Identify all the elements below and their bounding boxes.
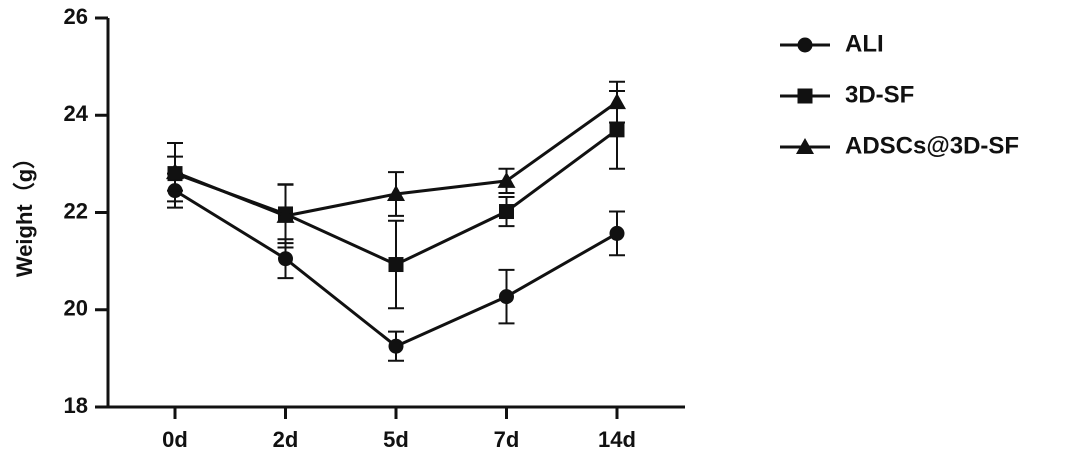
data-point <box>608 93 626 110</box>
data-point <box>388 338 404 354</box>
data-point <box>278 251 293 267</box>
data-point <box>388 257 404 273</box>
legend-marker <box>797 37 813 53</box>
data-point <box>609 225 625 241</box>
y-tick-label: 20 <box>64 296 88 321</box>
y-tick-label: 22 <box>64 198 88 223</box>
legend-label: ADSCs@3D-SF <box>845 132 1019 159</box>
x-tick-label: 2d <box>273 427 299 452</box>
x-tick-label: 0d <box>162 427 188 452</box>
y-tick-label: 26 <box>64 4 88 29</box>
data-point <box>609 122 625 138</box>
y-tick-label: 24 <box>64 101 89 126</box>
data-point <box>276 206 295 223</box>
legend-marker <box>797 88 813 104</box>
data-point <box>166 163 184 180</box>
x-tick-label: 7d <box>494 427 520 452</box>
legend-label: ALI <box>845 30 884 57</box>
data-point <box>387 185 405 202</box>
x-tick-label: 14d <box>598 427 636 452</box>
y-axis-label: Weight（g） <box>12 147 37 277</box>
data-point <box>499 204 514 220</box>
legend-marker <box>796 138 814 154</box>
y-tick-label: 18 <box>64 393 88 418</box>
data-point <box>497 171 516 188</box>
data-point <box>499 289 514 305</box>
legend-label: 3D-SF <box>845 81 914 108</box>
x-tick-label: 5d <box>383 427 409 452</box>
